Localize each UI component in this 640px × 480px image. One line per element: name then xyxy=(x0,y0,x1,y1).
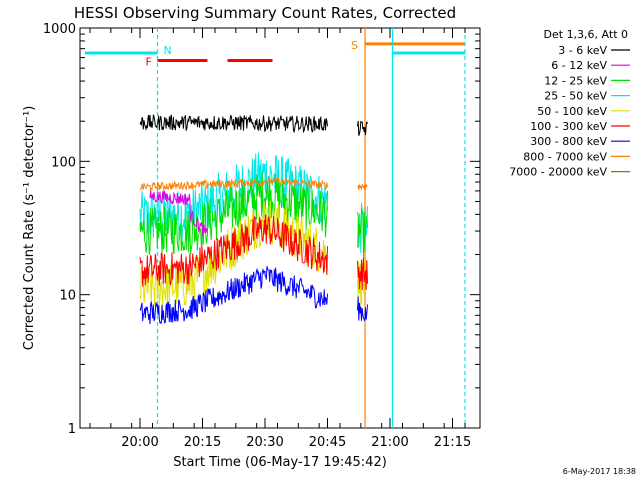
series-line-late xyxy=(357,207,368,257)
x-tick-label: 20:15 xyxy=(184,435,221,450)
legend-entry-label: 3 - 6 keV xyxy=(558,44,607,57)
chart-title: HESSI Observing Summary Count Rates, Cor… xyxy=(74,4,456,22)
x-tick-label: 21:15 xyxy=(434,435,471,450)
x-tick-label: 20:30 xyxy=(246,435,283,450)
x-tick-label: 20:00 xyxy=(121,435,158,450)
series-line-late xyxy=(357,120,368,136)
series-line-late xyxy=(357,183,368,191)
y-tick-label: 100 xyxy=(51,155,76,170)
plot-frame xyxy=(79,27,481,429)
series-line xyxy=(139,114,328,134)
x-tick-label: 21:00 xyxy=(371,435,408,450)
y-axis-label: Corrected Count Rate (s⁻¹ detector⁻¹) xyxy=(22,106,37,351)
legend-entry-label: 300 - 800 keV xyxy=(530,135,607,148)
series-line xyxy=(139,214,328,287)
legend: Det 1,3,6, Att 0 3 - 6 keV 6 - 12 keV 12 -… xyxy=(509,28,630,179)
x-axis-label: Start Time (06-May-17 19:45:42) xyxy=(173,455,387,470)
legend-entry-label: 800 - 7000 keV xyxy=(523,150,607,163)
footer-date: 6-May-2017 18:38 xyxy=(563,467,636,476)
y-tick-label: 10 xyxy=(59,289,76,304)
legend-entry-label: 7000 - 20000 keV xyxy=(509,166,607,179)
y-tick-label: 1000 xyxy=(43,22,76,37)
series-line-late xyxy=(357,257,368,291)
series-layer xyxy=(139,114,368,325)
x-tick-label: 20:45 xyxy=(309,435,346,450)
legend-entry-label: 25 - 50 keV xyxy=(544,90,607,103)
series-line xyxy=(149,188,208,237)
legend-entry-label: 100 - 300 keV xyxy=(530,120,607,133)
saa-label: S xyxy=(351,39,358,52)
series-line xyxy=(139,175,328,192)
legend-entry-label: 50 - 100 keV xyxy=(537,105,607,118)
legend-entry-label: 6 - 12 keV xyxy=(551,59,607,72)
y-tick-label: 1 xyxy=(68,422,76,437)
axis-layer: 1 10 100 1000 20:00 20:15 20:30 20:45 21:00 21:15 xyxy=(43,22,480,450)
legend-entry-label: 12 - 25 keV xyxy=(544,74,607,87)
series-line xyxy=(139,173,328,255)
series-line-late xyxy=(357,296,368,322)
flare-label: F xyxy=(146,56,152,69)
series-line xyxy=(139,266,328,325)
legend-header: Det 1,3,6, Att 0 xyxy=(544,28,628,41)
night-label: N xyxy=(164,44,172,57)
